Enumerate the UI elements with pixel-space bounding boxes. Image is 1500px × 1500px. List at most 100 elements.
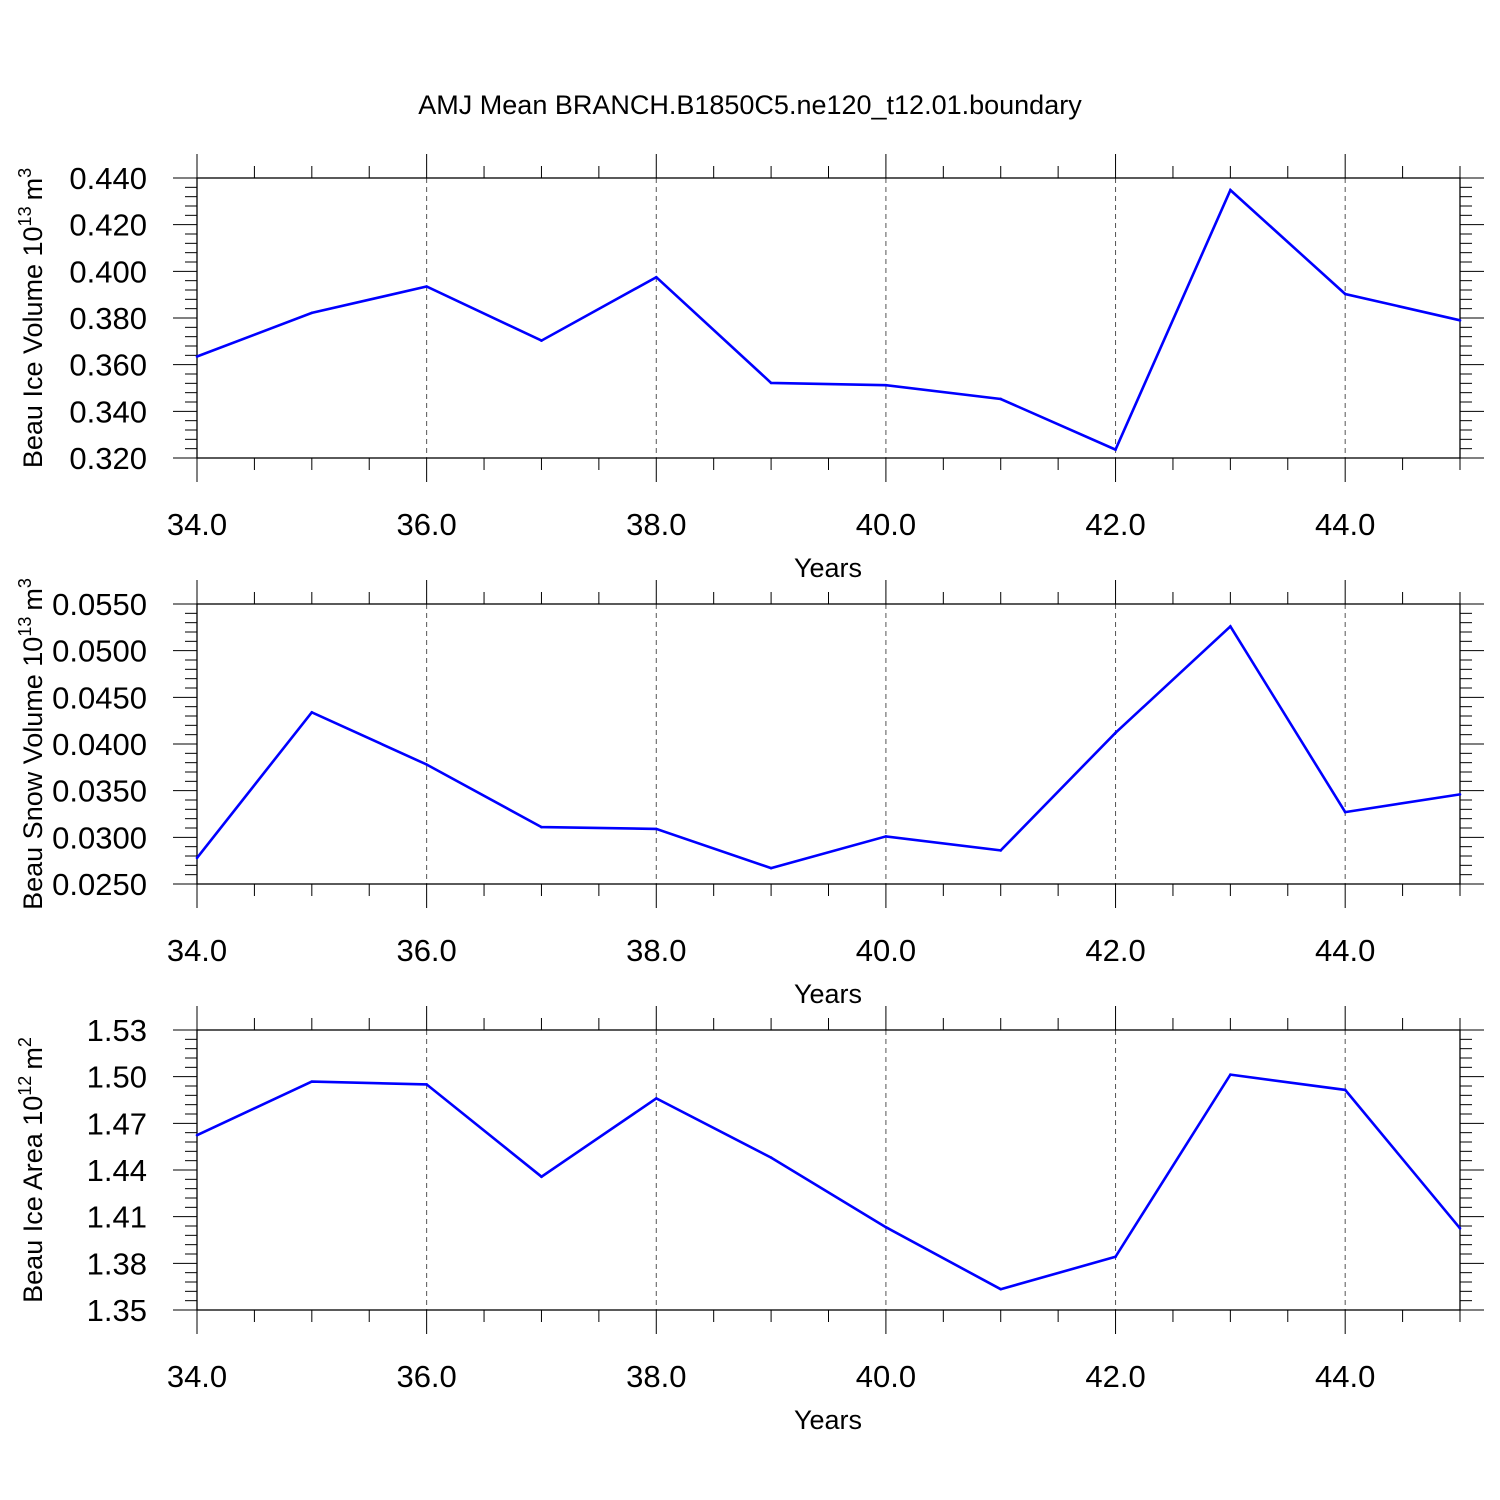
x-axis-label: Years [794, 979, 862, 1009]
data-point [1458, 319, 1462, 322]
data-point [654, 827, 658, 831]
chart-panel-2: 0.0250 0.0300 0.0350 0.0400 0.0450 0.0500 0.05… [15, 578, 1484, 1009]
y-tick-label: 0.340 [69, 394, 147, 429]
x-tick-label: 38.0 [626, 1359, 686, 1394]
data-point [310, 311, 314, 315]
x-tick-label: 42.0 [1085, 1359, 1145, 1394]
data-point [195, 355, 199, 358]
y-axis-label-unit: m [18, 178, 48, 201]
data-point [1114, 448, 1117, 451]
y-axis-label-text: Beau Snow Volume 10 [18, 637, 48, 910]
data-point [999, 849, 1003, 852]
y-axis-label: Beau Ice Volume 1013 m3 [15, 168, 48, 468]
x-tick-label: 42.0 [1085, 507, 1145, 542]
y-axis-label-unit: m [18, 588, 48, 611]
y-tick-label: 0.440 [69, 161, 147, 196]
data-point [195, 856, 199, 860]
data-point [1343, 1088, 1347, 1092]
data-point [540, 339, 543, 342]
data-point [884, 1225, 888, 1229]
x-tick-label: 40.0 [856, 1359, 916, 1394]
y-tick-label: 1.35 [87, 1293, 147, 1328]
y-tick-label: 0.320 [69, 441, 147, 476]
data-point [769, 381, 773, 385]
y-axis-label-exponent: 13 [15, 206, 35, 226]
y-tick-label: 0.360 [69, 348, 147, 383]
data-point [654, 275, 658, 279]
y-tick-label: 1.38 [87, 1246, 147, 1281]
plot-frame [196, 1029, 1461, 1311]
y-tick-label: 0.0550 [52, 587, 147, 622]
data-point [1114, 731, 1117, 735]
data-point [540, 825, 543, 829]
y-axis-label-unit-exponent: 2 [15, 1037, 35, 1047]
x-tick-label: 34.0 [167, 507, 227, 542]
y-tick-label: 0.0250 [52, 867, 147, 902]
data-point [1458, 1227, 1462, 1230]
y-tick-label: 0.0350 [52, 774, 147, 809]
x-tick-label: 44.0 [1315, 933, 1375, 968]
x-tick-label: 36.0 [396, 933, 456, 968]
data-point [769, 1156, 773, 1159]
plot-frame [196, 603, 1461, 885]
x-tick-label: 40.0 [856, 933, 916, 968]
data-point [884, 835, 888, 838]
y-tick-label: 1.50 [87, 1060, 147, 1095]
x-tick-label: 36.0 [396, 1359, 456, 1394]
y-axis-label-unit: m [18, 1047, 48, 1070]
data-point [1229, 625, 1232, 628]
data-point [1458, 793, 1462, 796]
x-tick-label: 34.0 [167, 1359, 227, 1394]
data-point [1343, 292, 1347, 296]
x-tick-label: 40.0 [856, 507, 916, 542]
data-point [540, 1175, 543, 1178]
figure-title: AMJ Mean BRANCH.B1850C5.ne120_t12.01.bou… [418, 90, 1082, 120]
data-point [999, 397, 1003, 401]
data-point [1114, 1255, 1117, 1259]
y-axis-label-text: Beau Ice Volume 10 [18, 226, 48, 468]
data-point [1229, 188, 1232, 192]
data-point [1343, 810, 1347, 814]
y-axis-label: Beau Ice Area 1012 m2 [15, 1037, 48, 1303]
data-point [310, 1080, 314, 1083]
x-tick-label: 34.0 [167, 933, 227, 968]
y-axis-label-exponent: 12 [15, 1076, 35, 1096]
y-tick-label: 1.44 [87, 1153, 147, 1188]
y-tick-label: 0.0450 [52, 680, 147, 715]
x-tick-label: 42.0 [1085, 933, 1145, 968]
y-tick-label: 0.420 [69, 208, 147, 243]
y-axis-label: Beau Snow Volume 1013 m3 [15, 578, 48, 910]
data-point [310, 710, 314, 714]
y-axis-label-unit-exponent: 3 [15, 168, 35, 178]
x-axis-label: Years [794, 1405, 862, 1435]
y-tick-label: 0.0400 [52, 727, 147, 762]
data-point [425, 1083, 428, 1086]
plot-frame [196, 177, 1461, 459]
y-tick-label: 0.380 [69, 301, 147, 336]
y-axis-label-unit-exponent: 3 [15, 578, 35, 588]
chart-panel-3: 1.35 1.38 1.41 1.44 1.47 1.50 1.53 34.0 36.0 38.0… [15, 1006, 1484, 1435]
y-axis-label-exponent: 13 [15, 617, 35, 637]
y-tick-label: 1.53 [87, 1013, 147, 1048]
x-tick-label: 36.0 [396, 507, 456, 542]
x-axis-label: Years [794, 553, 862, 583]
series-line [196, 187, 1461, 452]
y-tick-label: 1.47 [87, 1106, 147, 1141]
data-point [769, 866, 773, 870]
chart-panel-1: 0.320 0.340 0.360 0.380 0.400 0.420 0.440 34.0 3… [15, 154, 1484, 583]
x-tick-label: 44.0 [1315, 1359, 1375, 1394]
data-point [999, 1287, 1003, 1291]
y-tick-label: 0.0500 [52, 634, 147, 669]
series-line [196, 1073, 1462, 1291]
y-tick-label: 1.41 [87, 1200, 147, 1235]
data-point [425, 285, 428, 288]
x-tick-label: 38.0 [626, 507, 686, 542]
data-point [425, 763, 428, 766]
data-point [654, 1097, 658, 1100]
x-tick-label: 38.0 [626, 933, 686, 968]
x-tick-label: 44.0 [1315, 507, 1375, 542]
data-point [884, 383, 888, 387]
series-line [195, 624, 1461, 870]
data-point [1229, 1073, 1232, 1076]
